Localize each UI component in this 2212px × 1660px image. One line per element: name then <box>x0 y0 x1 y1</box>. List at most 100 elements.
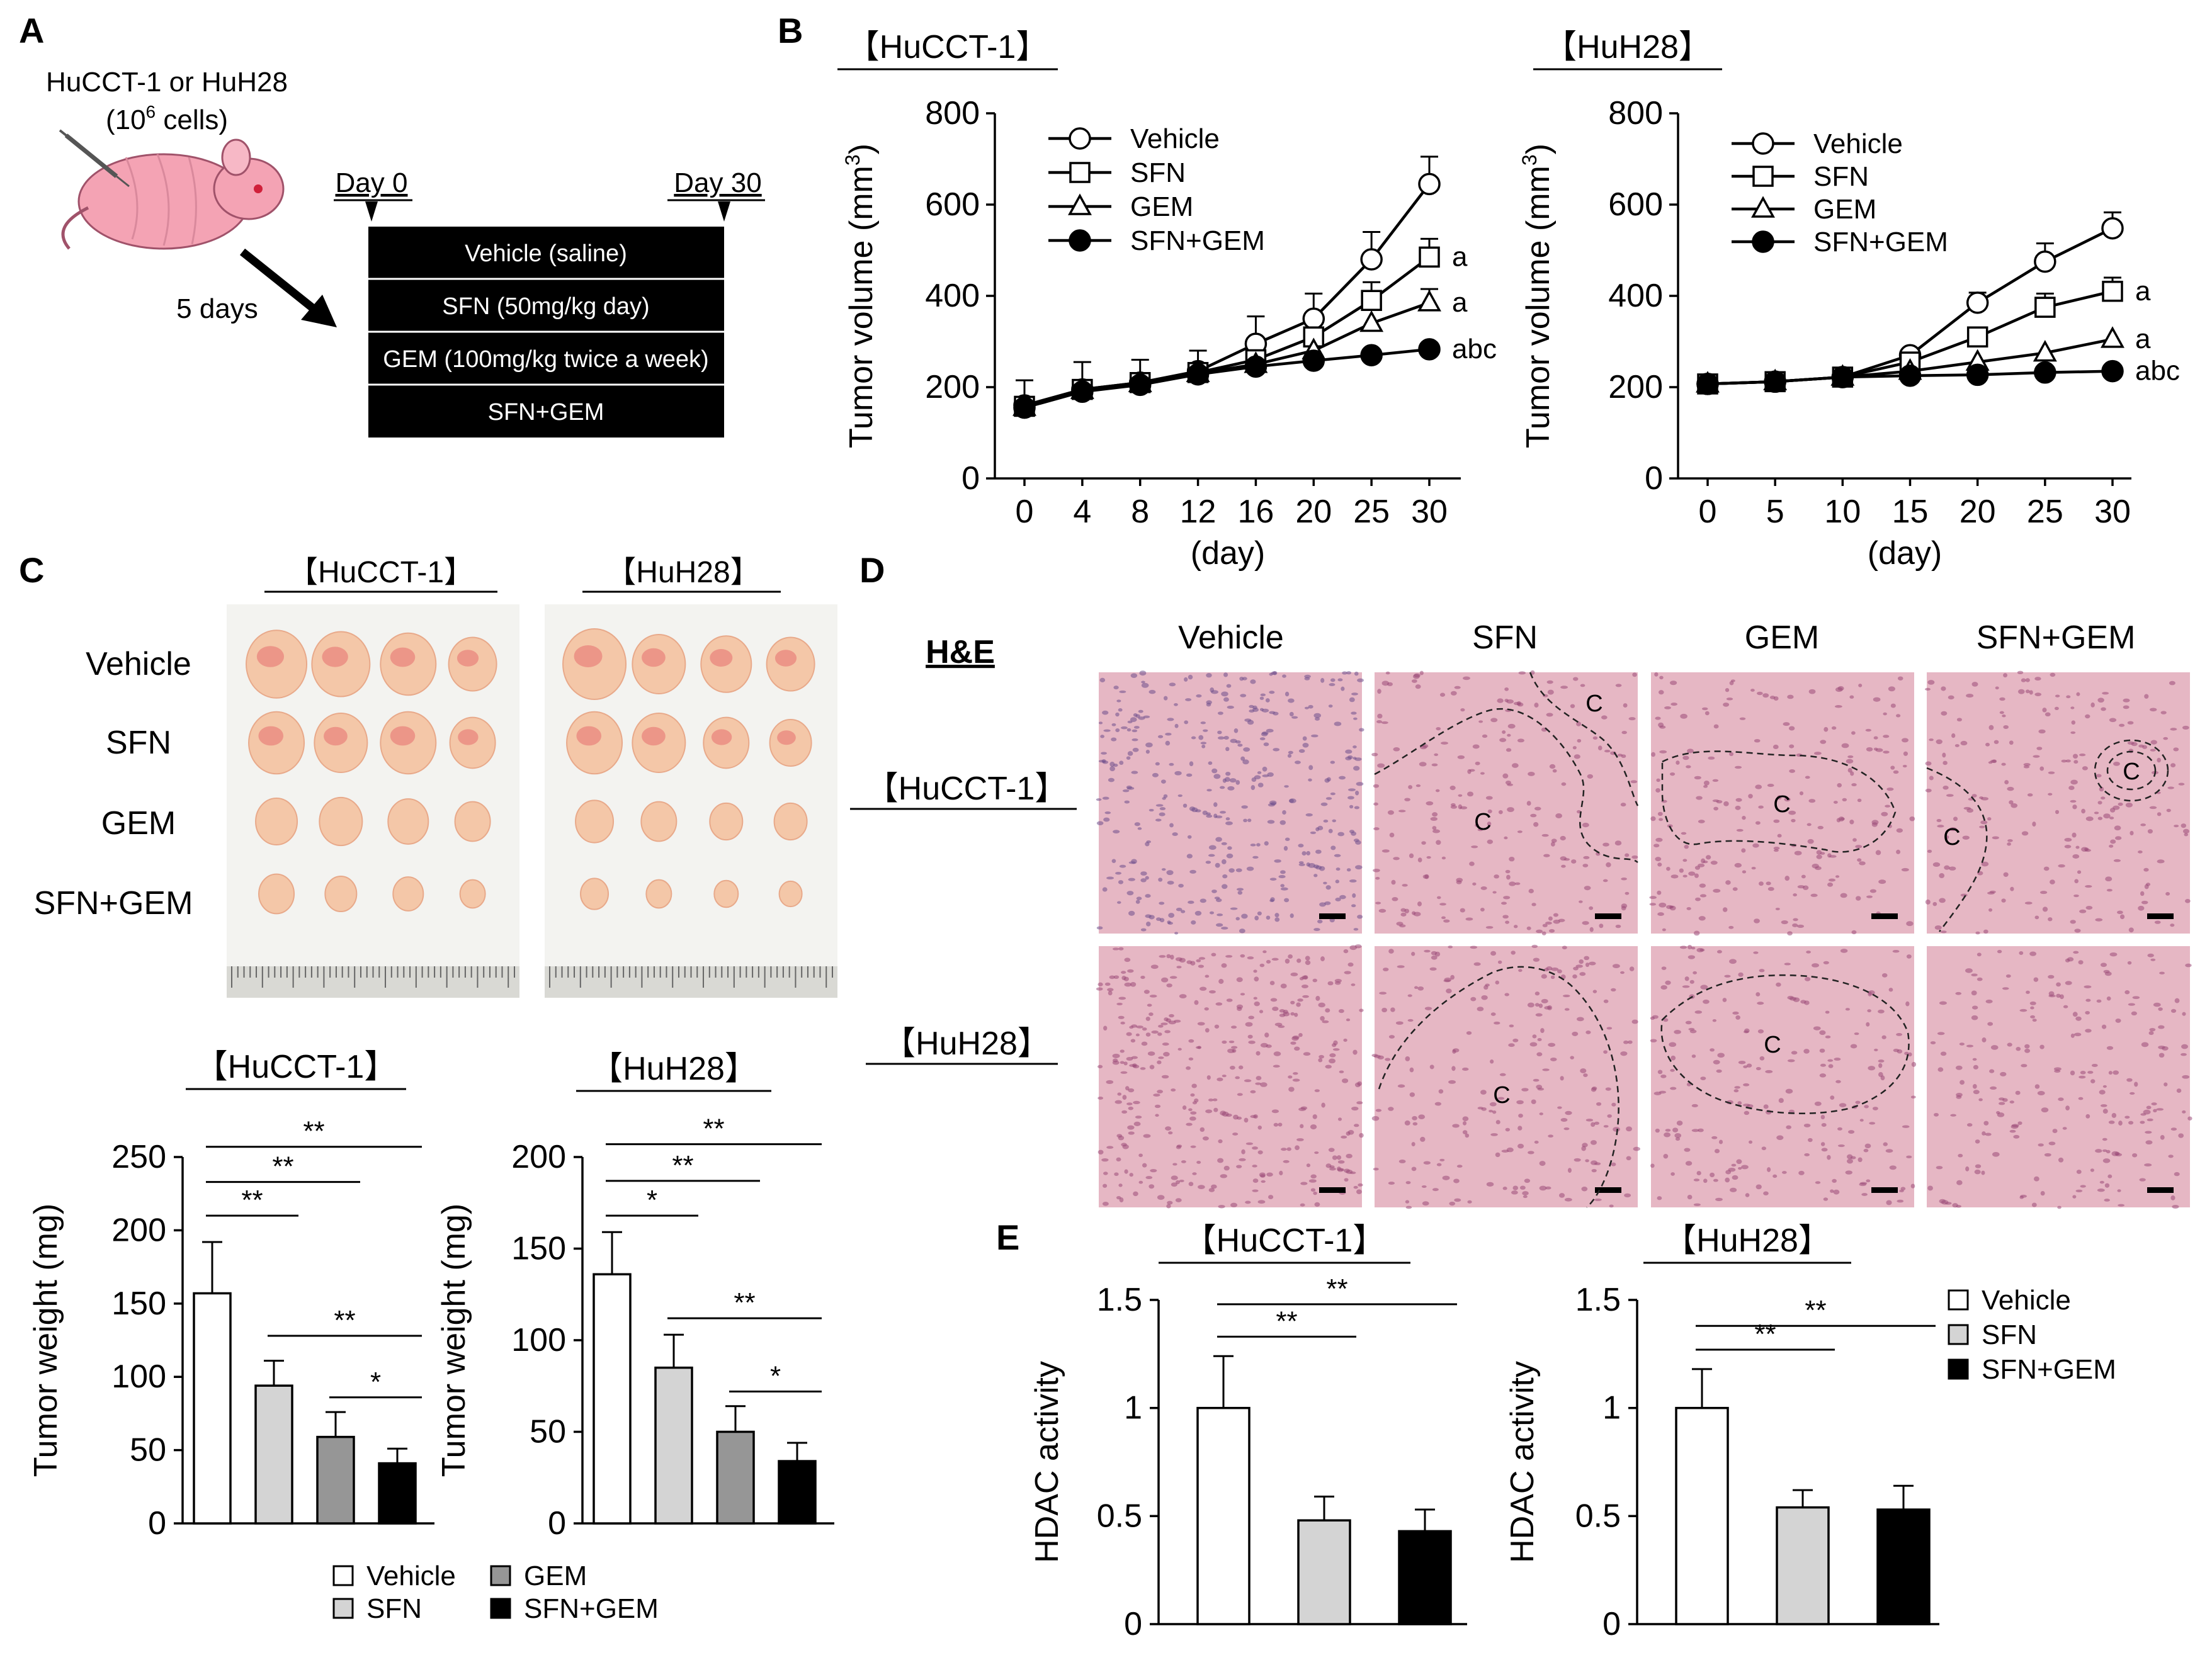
nucleus <box>2167 786 2174 789</box>
nucleus <box>1541 974 1547 979</box>
significance-label: * <box>647 1185 657 1216</box>
nucleus <box>1971 973 1978 977</box>
nucleus <box>1126 1032 1132 1036</box>
data-point <box>1966 291 1989 314</box>
nucleus <box>1274 913 1279 918</box>
nucleus <box>1603 1050 1608 1054</box>
nucleus <box>1152 772 1159 777</box>
nucleus <box>1269 899 1274 902</box>
nucleus <box>1504 699 1509 703</box>
histology-tile <box>1927 946 2192 1209</box>
nucleus <box>1516 1100 1524 1105</box>
nucleus <box>1506 748 1512 752</box>
nucleus <box>2011 803 2018 808</box>
nucleus <box>2109 816 2114 820</box>
nucleus <box>1259 708 1264 711</box>
nucleus <box>2003 725 2009 729</box>
nucleus <box>1470 997 1477 1002</box>
nucleus <box>1253 969 1257 973</box>
nucleus <box>2091 1063 2098 1068</box>
nucleus <box>2143 1109 2151 1115</box>
nucleus <box>1620 803 1626 807</box>
nucleus <box>1097 1097 1104 1100</box>
x-tick-label: 20 <box>1295 494 1332 530</box>
significance-label: * <box>370 1367 381 1397</box>
legend-item: SFN+GEM <box>1048 225 1265 256</box>
tissue-section <box>1375 672 1638 934</box>
nucleus <box>2005 974 2011 978</box>
nucleus <box>1249 709 1255 713</box>
nucleus <box>2065 759 2071 763</box>
nucleus <box>1448 1080 1456 1084</box>
nucleus <box>1596 1102 1602 1106</box>
nucleus <box>1191 1083 1197 1088</box>
tumor <box>645 879 672 909</box>
nucleus <box>1452 1048 1460 1053</box>
photo-row-label: SFN <box>106 725 171 761</box>
nucleus <box>1745 1193 1750 1197</box>
nucleus <box>1560 686 1568 689</box>
nucleus <box>1336 867 1341 871</box>
nucleus <box>1146 840 1151 844</box>
y-tick-label: 150 <box>111 1285 166 1322</box>
nucleus <box>2044 1153 2051 1157</box>
nucleus <box>1254 775 1261 780</box>
nucleus <box>2048 917 2053 922</box>
nucleus <box>2103 969 2110 973</box>
nucleus <box>1773 819 1780 823</box>
nucleus <box>2102 1149 2107 1152</box>
nucleus <box>1388 1182 1395 1185</box>
nucleus <box>1329 683 1336 686</box>
nucleus <box>1932 901 1937 906</box>
nucleus <box>1700 985 1708 990</box>
nucleus <box>2114 836 2122 840</box>
nucleus <box>2102 1138 2107 1141</box>
nucleus <box>1164 1030 1171 1034</box>
nucleus <box>1502 915 1509 919</box>
nucleus <box>1651 752 1656 757</box>
legend-label: SFN <box>1130 157 1186 188</box>
nucleus <box>1312 1114 1317 1119</box>
nucleus <box>1119 760 1124 765</box>
nucleus <box>1710 1048 1715 1052</box>
nucleus <box>1517 738 1524 743</box>
nucleus <box>2113 859 2121 862</box>
nucleus <box>1225 817 1230 821</box>
nucleus <box>1114 1172 1119 1177</box>
nucleus <box>2095 918 2103 922</box>
nucleus <box>1218 979 1224 984</box>
histology-column-label: SFN+GEM <box>1977 619 2136 656</box>
nucleus <box>1226 684 1232 688</box>
nucleus <box>2085 714 2090 719</box>
nucleus <box>1230 1202 1238 1207</box>
nucleus <box>1988 908 1993 912</box>
nucleus <box>1659 750 1667 754</box>
nucleus <box>1613 1127 1620 1132</box>
nucleus <box>1347 1129 1354 1135</box>
nucleus <box>1188 1039 1194 1043</box>
bar-vehicle <box>193 1292 232 1525</box>
bar-sfn <box>1776 1506 1830 1625</box>
nucleus <box>1371 1115 1380 1121</box>
nucleus <box>1308 704 1313 709</box>
nucleus <box>1757 1002 1764 1005</box>
nucleus <box>1143 1134 1151 1138</box>
nucleus <box>1659 1090 1667 1094</box>
x-tick-label: 15 <box>1892 494 1929 530</box>
nucleus <box>1253 1114 1258 1119</box>
nucleus <box>1732 887 1738 891</box>
nucleus <box>1138 709 1143 713</box>
nucleus <box>1788 1109 1795 1114</box>
nucleus <box>1128 1088 1135 1093</box>
nucleus <box>1310 734 1319 738</box>
nucleus <box>1103 729 1111 732</box>
nucleus <box>1256 1051 1261 1056</box>
significance-label: ** <box>703 1114 724 1144</box>
nucleus <box>1710 1172 1715 1178</box>
nucleus <box>1561 782 1567 786</box>
nucleus <box>1120 1061 1125 1064</box>
nucleus <box>2160 1135 2165 1140</box>
nucleus <box>2101 796 2106 800</box>
nucleus <box>1650 1163 1655 1168</box>
